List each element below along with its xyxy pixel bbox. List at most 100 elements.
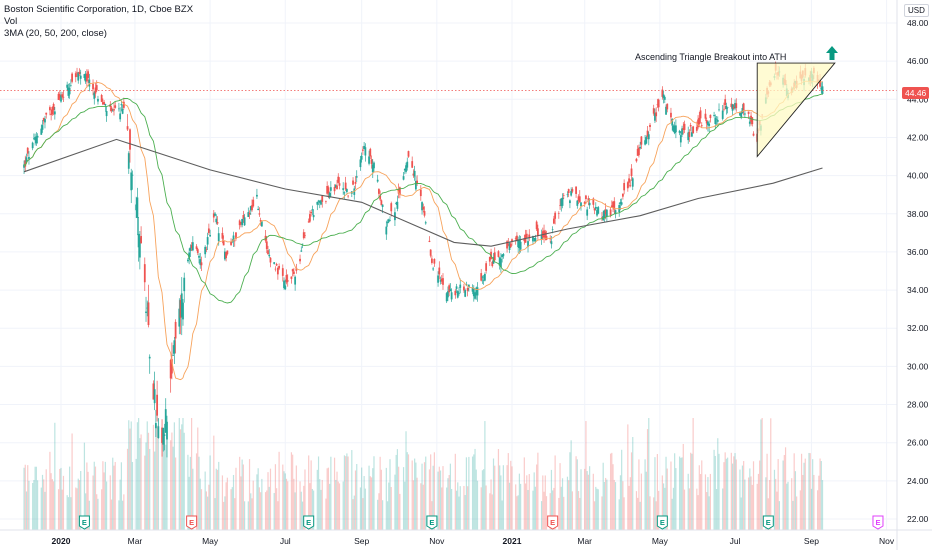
volume-bar <box>635 491 638 530</box>
candle-body <box>25 157 28 163</box>
volume-bar <box>491 494 493 530</box>
candle-body <box>403 168 406 171</box>
candle-body <box>251 205 253 211</box>
volume-bar <box>326 468 328 530</box>
candle-body <box>368 156 370 164</box>
volume-bar <box>734 453 736 530</box>
volume-bar <box>129 428 131 530</box>
volume-bar <box>267 472 269 530</box>
candle-body <box>638 147 640 156</box>
volume-bar <box>709 473 711 530</box>
candle-body <box>456 291 459 298</box>
candle-body <box>672 125 675 132</box>
triangle-annotation: Ascending Triangle Breakout into ATH <box>635 52 786 62</box>
candle-body <box>498 257 501 266</box>
volume-bar <box>144 455 146 530</box>
ma20-line <box>23 80 823 381</box>
candle-body <box>751 117 754 125</box>
candle-body <box>604 209 607 215</box>
candle-body <box>819 80 821 87</box>
candle-body <box>281 268 284 276</box>
volume-bar <box>580 469 582 530</box>
volume-bar <box>649 496 651 530</box>
volume-bar <box>680 457 682 530</box>
candle-body <box>76 72 78 73</box>
candle-body <box>328 193 331 198</box>
candle-body <box>550 241 553 245</box>
earnings-marker-icon <box>303 515 315 530</box>
candle-body <box>450 292 453 300</box>
candle-body <box>71 73 73 82</box>
volume-bar <box>566 476 569 530</box>
volume-bar <box>812 459 814 530</box>
candle-body <box>378 189 380 194</box>
candle-body <box>85 73 88 82</box>
candle-body <box>583 201 586 204</box>
volume-bar <box>388 482 390 530</box>
volume-bar <box>329 483 331 530</box>
volume-bar <box>483 469 485 530</box>
candle-body <box>338 183 341 186</box>
volume-bar <box>248 459 251 530</box>
currency-button[interactable]: USD <box>904 4 929 17</box>
candle-body <box>406 161 409 168</box>
candle-body <box>172 355 175 356</box>
volume-bar <box>317 456 320 530</box>
y-tick-label: 24.00 <box>907 476 929 486</box>
candle-body <box>700 125 703 127</box>
volume-bar <box>523 457 525 530</box>
volume-bar <box>368 465 370 530</box>
volume-bar <box>415 462 417 530</box>
candle-body <box>230 241 232 245</box>
volume-bar <box>612 464 614 530</box>
earnings-marker-icon <box>872 515 884 530</box>
y-tick-label: 32.00 <box>907 323 929 333</box>
candle-body <box>629 185 632 186</box>
candle-body <box>561 197 564 206</box>
candle-body <box>32 138 35 139</box>
volume-bar <box>802 474 804 530</box>
volume-bar <box>777 459 779 530</box>
candle-body <box>130 172 133 191</box>
volume-bar <box>85 493 87 530</box>
volume-bar <box>120 462 122 530</box>
candle-body <box>482 280 485 281</box>
x-tick-label: May <box>202 536 219 546</box>
candle-body <box>74 73 77 78</box>
volume-bar <box>816 490 819 530</box>
candle-body <box>182 302 184 320</box>
volume-bar <box>205 491 208 530</box>
candle-body <box>670 112 672 118</box>
candle-body <box>221 232 224 239</box>
candle-body <box>154 423 157 429</box>
candle-body <box>267 250 269 255</box>
candle-body <box>732 106 735 109</box>
volume-bar <box>405 431 407 530</box>
candle-body <box>485 263 488 271</box>
volume-bar <box>130 421 132 530</box>
volume-bar <box>412 480 415 530</box>
candle-body <box>559 205 561 206</box>
volume-bar <box>94 466 97 530</box>
candle-body <box>343 192 346 194</box>
candle-body <box>143 264 146 283</box>
volume-bar <box>606 479 608 530</box>
volume-bar <box>215 468 217 530</box>
candle-body <box>661 89 664 97</box>
candle-body <box>552 218 555 224</box>
candle-body <box>104 104 107 106</box>
candle-body <box>576 200 579 206</box>
candle-body <box>567 189 570 194</box>
candle-body <box>212 213 215 218</box>
volume-bar <box>342 481 344 530</box>
volume-bar <box>191 418 193 530</box>
volume-bar <box>149 448 151 530</box>
volume-bar <box>554 455 556 530</box>
volume-bar <box>571 491 573 530</box>
candle-body <box>321 195 324 202</box>
candle-body <box>713 114 715 116</box>
candle-body <box>310 212 313 214</box>
